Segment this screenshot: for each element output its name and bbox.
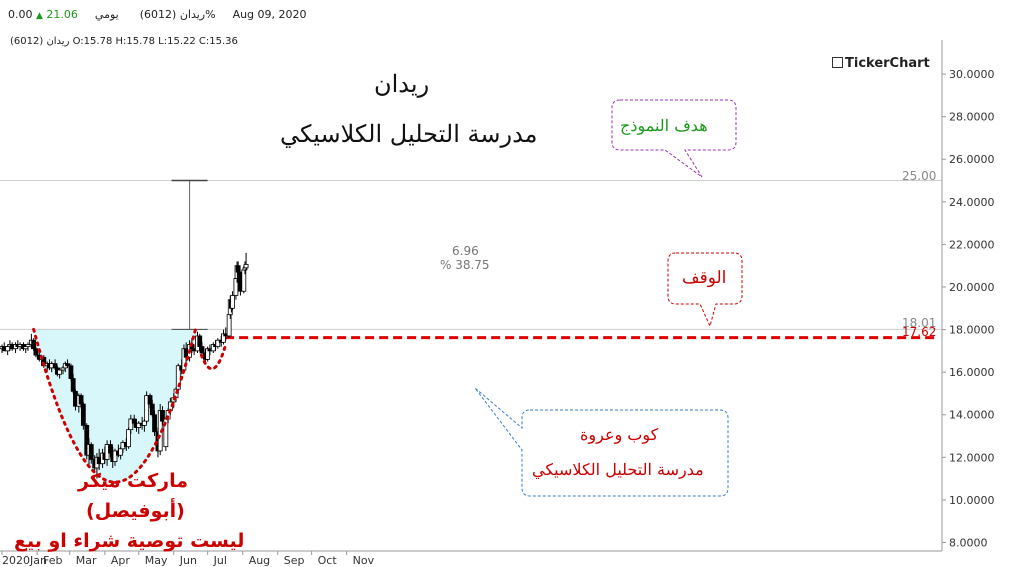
- x-tick-label: Nov: [353, 554, 375, 567]
- candle-body: [70, 378, 76, 392]
- candle-body: [215, 339, 221, 347]
- x-tick-label: May: [145, 554, 168, 567]
- x-tick-label: Mar: [76, 554, 97, 567]
- candle-body: [230, 295, 235, 309]
- target-callout-text: هدف النموذج: [620, 116, 708, 135]
- y-tick-label: 20.0000: [949, 281, 995, 294]
- candle-body: [52, 363, 58, 369]
- y-tick-label: 14.0000: [949, 409, 995, 422]
- chart-title: ريدان: [374, 70, 430, 98]
- axes: 8.0000 10.0000 12.0000 14.0000 16.0000 18.000…: [0, 40, 995, 567]
- credit-line-2: (أبوفيصل): [86, 500, 185, 522]
- x-tick-label: Oct: [318, 554, 338, 567]
- candle-body: [199, 346, 205, 354]
- last-price: 21.06: [46, 8, 78, 21]
- candle-body: [88, 444, 94, 460]
- candle-body: [25, 344, 31, 347]
- credit-line-1: ماركت ميكر: [78, 470, 189, 492]
- candle-body: [128, 418, 134, 431]
- pattern-callout-box: [474, 387, 729, 497]
- credit-line-3: ليست توصية شراء او بيع: [14, 530, 245, 552]
- x-tick-label: Feb: [43, 554, 62, 567]
- candle-body: [118, 448, 124, 456]
- y-tick-label: 18.0000: [949, 324, 995, 337]
- candle-body: [57, 369, 63, 375]
- ohlc-readout: ريدان (6012) O:15.78 H:15.78 L:15.22 C:1…: [10, 36, 238, 47]
- target-callout-box: [611, 99, 737, 178]
- stop-callout-box: [667, 252, 743, 328]
- y-tick-label: 28.0000: [949, 111, 995, 124]
- period-label: يومي: [94, 8, 119, 21]
- candle-body: [149, 403, 155, 416]
- stop-price-label: 17.62: [902, 325, 937, 339]
- y-tick-label: 30.0000: [949, 68, 995, 81]
- pattern-name-text: كوب وعروة: [580, 425, 659, 444]
- measure-value: 6.96: [452, 244, 479, 258]
- x-tick-label: Aug: [249, 554, 270, 567]
- neckline-price-label: 18.01: [902, 316, 937, 330]
- y-tick-label: 8.0000: [949, 536, 988, 549]
- candle-body: [160, 410, 165, 422]
- candle-body: [78, 395, 84, 405]
- candle-body: [108, 444, 113, 454]
- y-tick-label: 10.0000: [949, 494, 995, 507]
- y-tick-label: 12.0000: [949, 451, 995, 464]
- candle-body: [65, 363, 70, 367]
- symbol-name: ريدان (6012): [139, 8, 206, 21]
- candle-body: [197, 335, 203, 347]
- candle-body: [80, 403, 86, 426]
- measure-percent: % 38.75: [440, 258, 490, 272]
- up-arrow-icon: ▲: [36, 11, 43, 21]
- candle-body: [126, 429, 131, 448]
- y-tick-label: 24.0000: [949, 196, 995, 209]
- x-tick-label: 2020Jan: [2, 554, 47, 567]
- x-tick-label: Apr: [111, 554, 131, 567]
- candle-body: [5, 346, 11, 352]
- candle-body: [33, 348, 39, 356]
- candle-body: [144, 395, 150, 422]
- stop-callout-text: الوقف: [682, 268, 727, 288]
- callouts: [474, 99, 743, 497]
- candle-body: [147, 395, 153, 405]
- handle-outline: [199, 342, 228, 371]
- candle-body: [141, 420, 147, 426]
- x-tick-label: Sep: [284, 554, 305, 567]
- x-tick-label: Jun: [179, 554, 197, 567]
- y-tick-label: 26.0000: [949, 153, 995, 166]
- candle-body: [112, 450, 118, 462]
- candle-body: [152, 414, 157, 433]
- x-tick-label: Jul: [213, 554, 227, 567]
- school-name-text: مدرسة التحليل الكلاسيكي: [532, 460, 704, 479]
- chart-icon: [832, 57, 843, 68]
- candle-body: [68, 365, 74, 379]
- header-date: Aug 09, 2020: [232, 8, 307, 21]
- header-bar: ريدان (6012) يومي 21.06 ▲ 0.00% Aug 09, …: [8, 8, 308, 21]
- candle-body: [31, 339, 37, 350]
- y-tick-label: 22.0000: [949, 238, 995, 251]
- candle-body: [243, 264, 249, 269]
- candle-body: [131, 418, 137, 424]
- target-price-label: 25.00: [902, 169, 937, 183]
- chart-subtitle: مدرسة التحليل الكلاسيكي: [280, 120, 538, 148]
- reference-lines: [0, 180, 942, 340]
- y-tick-label: 16.0000: [949, 366, 995, 379]
- change-percent: 0.00%: [8, 8, 216, 21]
- brand-logo: TickerChart: [832, 52, 930, 71]
- pattern-overlay: [32, 179, 228, 484]
